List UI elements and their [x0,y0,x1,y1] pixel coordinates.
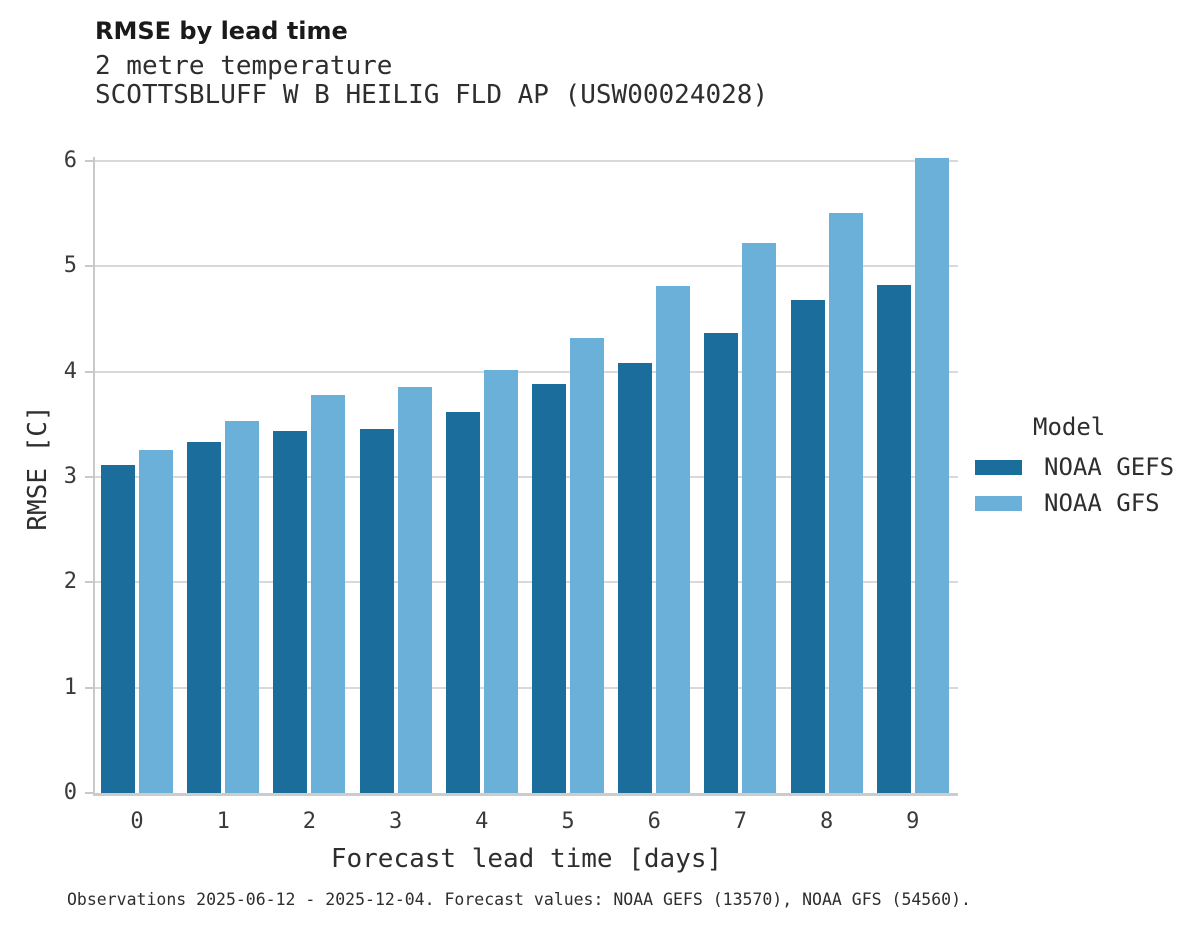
legend-label-noaa-gefs: NOAA GEFS [1044,453,1175,481]
bar-noaa-gfs-lead-0 [139,449,173,793]
y-tick-label-1: 1 [63,674,77,700]
gridline-y-4 [95,370,958,373]
gridline-y-1 [95,686,958,689]
x-tick-label-3: 3 [388,809,403,834]
y-tick-mark-4 [85,370,93,373]
legend-entry-noaa-gefs: NOAA GEFS [975,453,1190,481]
y-tick-mark-5 [85,265,93,268]
bar-noaa-gefs-lead-7 [704,332,739,793]
y-tick-label-4: 4 [63,358,77,384]
bar-noaa-gefs-lead-4 [445,411,480,793]
legend-swatch-noaa-gfs [975,495,1022,511]
bar-noaa-gefs-lead-9 [876,285,911,793]
y-tick-label-5: 5 [63,253,77,279]
y-tick-mark-3 [85,475,93,478]
x-tick-label-5: 5 [561,809,575,834]
y-tick-label-3: 3 [63,463,77,489]
y-axis-title: RMSE [C] [23,405,53,531]
legend-entries: NOAA GEFS NOAA GFS [975,453,1190,517]
bar-noaa-gfs-lead-9 [914,157,949,793]
gridline-y-2 [95,581,958,584]
legend-entry-noaa-gfs: NOAA GFS [975,489,1190,517]
bar-noaa-gefs-lead-1 [187,442,222,793]
y-tick-label-6: 6 [63,147,77,173]
footer-note: Observations 2025-06-12 - 2025-12-04. Fo… [67,890,971,909]
x-axis-spine [93,793,958,796]
chart-title: RMSE by lead time [95,17,348,45]
x-tick-label-0: 0 [130,809,144,834]
x-tick-label-1: 1 [216,809,230,834]
chart-subtitle: 2 metre temperature [95,51,393,81]
bar-noaa-gfs-lead-7 [742,243,777,793]
bar-noaa-gefs-lead-6 [618,363,653,793]
y-tick-label-0: 0 [63,780,77,805]
legend-title: Model [1033,413,1106,441]
bar-noaa-gfs-lead-2 [311,394,346,793]
bar-noaa-gefs-lead-8 [790,299,825,793]
bar-noaa-gefs-lead-0 [101,465,135,793]
bar-noaa-gefs-lead-2 [273,430,308,793]
y-tick-mark-1 [85,686,93,689]
bar-noaa-gfs-lead-4 [483,369,518,793]
gridline-y-5 [95,265,958,268]
bar-noaa-gefs-lead-3 [359,428,394,793]
bar-noaa-gfs-lead-1 [225,421,260,793]
plot-area: 0 1 2 3 4 5 6 0 1 2 3 4 5 6 7 8 9 [64,143,958,834]
chart-station-line: SCOTTSBLUFF W B HEILIG FLD AP (USW000240… [95,80,769,110]
x-axis-title: Forecast lead time [days] [330,844,723,874]
y-axis-spine [93,157,95,796]
x-tick-label-4: 4 [475,809,489,834]
x-tick-label-9: 9 [906,809,920,834]
gridline-y-3 [95,475,958,478]
y-tick-label-2: 2 [63,569,77,595]
bar-noaa-gefs-lead-5 [532,384,566,793]
bar-noaa-gfs-lead-3 [397,387,432,793]
bar-noaa-gfs-lead-6 [656,286,691,793]
bar-noaa-gfs-lead-5 [570,337,604,793]
gridline-y-6 [95,159,958,162]
y-tick-mark-0 [85,792,93,794]
y-tick-mark-6 [85,159,93,162]
legend: Model NOAA GEFS NOAA GFS [975,412,1190,517]
x-tick-label-7: 7 [733,809,748,834]
x-tick-label-2: 2 [302,809,317,834]
chart-header: RMSE by lead time 2 metre temperature SC… [95,16,768,110]
legend-swatch-noaa-gefs [975,459,1022,475]
x-tick-label-8: 8 [819,809,834,834]
y-tick-mark-2 [85,581,93,584]
bar-noaa-gfs-lead-8 [828,212,863,793]
legend-label-noaa-gfs: NOAA GFS [1044,489,1160,517]
x-tick-label-6: 6 [647,809,661,834]
